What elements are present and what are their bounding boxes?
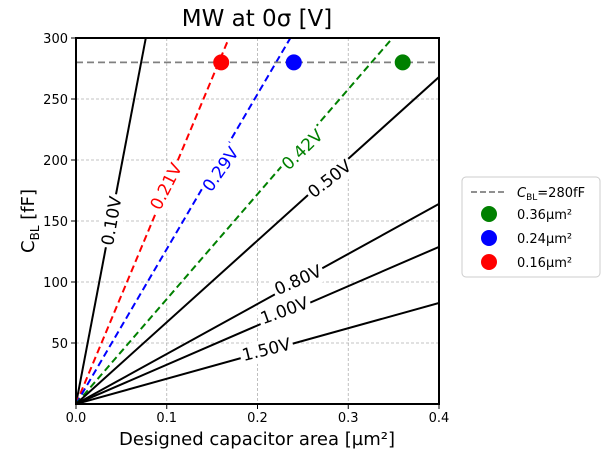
- contour-label: 0.21V: [147, 160, 187, 213]
- contour-label: 0.42V: [278, 126, 328, 175]
- data-points: [213, 54, 411, 71]
- contour-label: 0.80V: [272, 261, 326, 300]
- x-tick-label: 0.1: [156, 411, 177, 426]
- data-point: [285, 54, 302, 71]
- legend-swatch: [481, 206, 497, 222]
- y-tick-label: 100: [43, 276, 68, 291]
- legend-label: 0.16µm²: [517, 256, 572, 271]
- x-axis-label: Designed capacitor area [µm²]: [119, 429, 395, 450]
- legend-swatch: [481, 254, 497, 270]
- legend-reference-label: CBL=280fF: [517, 186, 585, 203]
- legend-label: 0.24µm²: [517, 232, 572, 247]
- legend: CBL=280fF 0.36µm² 0.24µm² 0.16µm²: [461, 176, 601, 278]
- grid: [76, 38, 439, 404]
- y-tick-label: 150: [43, 215, 68, 230]
- contour-label: 0.10V: [98, 195, 126, 248]
- contour-line: [76, 38, 394, 404]
- contour-label-bg: [144, 157, 189, 216]
- data-point: [394, 54, 411, 71]
- contour-label-bg: [237, 333, 296, 368]
- x-tick-label: 0.3: [338, 411, 359, 426]
- y-tick-label: 300: [43, 32, 68, 47]
- contour-line: [76, 38, 292, 404]
- contour-line: [76, 38, 230, 404]
- legend-frame: [461, 176, 601, 278]
- x-tick-label: 0.0: [66, 411, 87, 426]
- legend-label: 0.36µm²: [517, 208, 572, 223]
- y-tick-label: 50: [51, 337, 68, 352]
- contour-line: [76, 76, 439, 404]
- y-tick-label: 200: [43, 154, 68, 169]
- y-axis-label: CBL [fF]: [18, 189, 42, 253]
- x-tick-label: 0.2: [247, 411, 268, 426]
- contour-line: [76, 245, 439, 404]
- legend-swatch: [481, 230, 497, 246]
- chart-title: MW at 0σ [V]: [182, 6, 333, 32]
- contour-label-bg: [302, 154, 359, 205]
- axes-ticks: 0.0 0.1 0.2 0.3 0.4 50 100 150 200 250 300: [43, 32, 449, 426]
- contour-label-bg: [196, 141, 246, 199]
- contour-label-bg: [255, 291, 314, 331]
- contour-line: [76, 203, 439, 404]
- x-tick-label: 0.4: [429, 411, 450, 426]
- y-tick-label: 250: [43, 93, 68, 108]
- contour-label-bg: [275, 123, 330, 177]
- contour-label-bg: [269, 259, 328, 302]
- contour-label-bg: [96, 192, 128, 250]
- data-point: [213, 54, 230, 71]
